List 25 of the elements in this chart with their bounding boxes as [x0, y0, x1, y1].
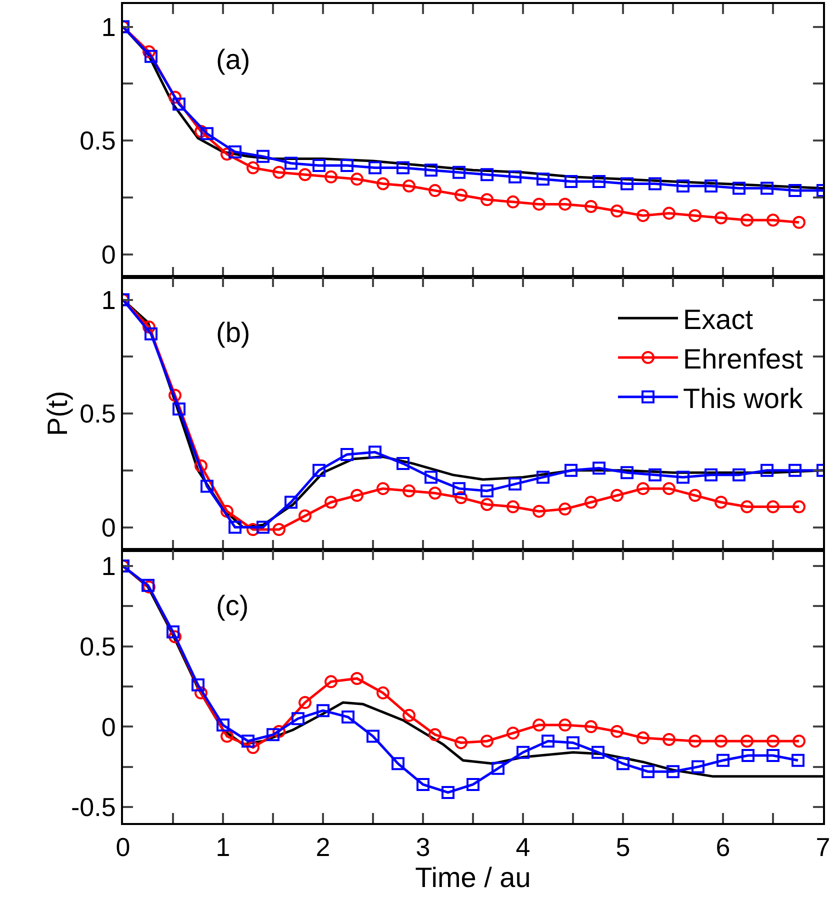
y-tick-label: 0 [101, 512, 116, 542]
legend-label: Ehrenfest [683, 343, 804, 374]
annotation: (b) [216, 317, 250, 348]
annotation: (c) [216, 590, 249, 621]
annotation: (a) [216, 44, 250, 75]
x-tick-label: 4 [516, 832, 530, 862]
y-tick-label: 0.5 [80, 126, 116, 156]
x-tick-label: 2 [316, 832, 330, 862]
legend-label: Exact [683, 304, 754, 335]
x-tick-label: 3 [416, 832, 430, 862]
y-tick-label: 0.5 [80, 398, 116, 429]
legend-label: This work [683, 382, 804, 414]
x-tick-label: 1 [216, 832, 230, 862]
y-axis-title: P(t) [42, 390, 73, 436]
y-tick-label: 1 [101, 12, 116, 42]
x-tick-label: 5 [616, 832, 630, 862]
y-tick-label: 0 [101, 239, 116, 270]
y-tick-label: 0.5 [80, 631, 116, 662]
y-tick-label: 1 [101, 551, 116, 582]
y-tick-label: 1 [101, 284, 116, 315]
y-tick-label: 0 [101, 712, 116, 742]
y-tick-label: -0.5 [70, 792, 116, 822]
x-tick-label: 6 [716, 832, 730, 862]
x-tick-label: 7 [816, 832, 830, 862]
x-axis-title: Time / au [415, 862, 531, 894]
